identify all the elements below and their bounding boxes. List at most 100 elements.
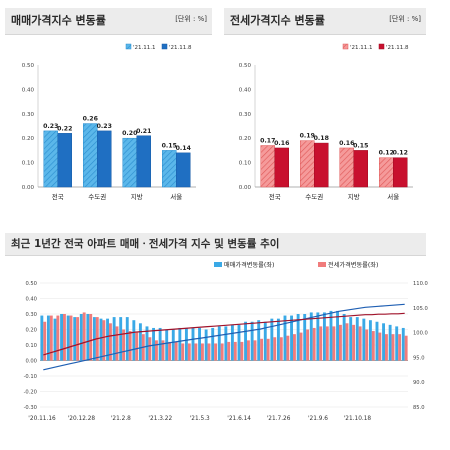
sale-bar: [176, 152, 191, 188]
trend-sale-bar: [73, 317, 77, 361]
trend-rent-bar: [148, 337, 152, 361]
trend-sale-bar: [362, 318, 366, 361]
trend-sale-bar: [355, 317, 359, 361]
trend-rent-bar: [89, 314, 93, 361]
trend-rent-bar: [233, 341, 237, 361]
trend-sale-bar: [303, 314, 307, 361]
trend-sale-bar: [230, 324, 234, 361]
sale-ytick-label: 0.20: [22, 136, 35, 142]
trend-rent-bar: [181, 343, 185, 361]
trend-rent-bar: [187, 343, 191, 361]
trend-rent-bar: [135, 332, 139, 361]
trend-legend-label-sale: 매매가격변동률(좌): [224, 261, 274, 269]
trend-sale-bar: [152, 327, 155, 361]
trend-sale-bar: [316, 312, 320, 361]
trend-rent-bar: [371, 331, 375, 361]
trend-rent-bar: [63, 314, 66, 361]
rent-panel-unit: [단위 : %]: [389, 15, 421, 23]
sale-bar: [97, 130, 112, 188]
trend-sale-bar: [342, 314, 346, 361]
trend-sale-bar: [46, 315, 50, 361]
trend-rent-bar: [76, 317, 80, 361]
trend-x-tick-label: '21.5.3: [190, 416, 210, 422]
trend-sale-bar: [290, 315, 293, 361]
trend-left-tick-label: -0.20: [24, 390, 37, 396]
trend-rent-bar: [306, 329, 310, 361]
trend-sale-bar: [276, 318, 280, 361]
trend-rent-bar: [266, 338, 270, 361]
trend-sale-bar: [322, 312, 326, 361]
trend-rent-bar: [115, 326, 119, 361]
sale-category-label: 수도권: [88, 193, 106, 201]
trend-rent-bar: [286, 335, 290, 361]
trend-left-tick-label: 0.30: [25, 312, 37, 318]
trend-rent-bar: [109, 323, 112, 361]
trend-rent-bar: [214, 343, 218, 361]
trend-rent-bar: [56, 315, 60, 361]
trend-rent-bar: [174, 341, 178, 361]
rent-category-label: 수도권: [305, 193, 323, 201]
rent-legend-swatch: [378, 43, 385, 50]
sale-panel-title: 매매가격지수 변동률: [11, 14, 106, 27]
trend-rent-bar: [49, 315, 53, 361]
rent-ytick-label: 0.40: [239, 87, 252, 93]
trend-rent-bar: [273, 337, 277, 361]
trend-sale-bar: [250, 321, 254, 361]
trend-sale-bar: [401, 327, 405, 361]
sale-panel-unit: [단위 : %]: [175, 15, 207, 23]
rent-bar-value-label: 0.16: [339, 140, 354, 147]
trend-rent-bar: [279, 337, 283, 361]
trend-legend-swatch-sale: [214, 262, 222, 267]
trend-sale-bar: [283, 315, 287, 361]
trend-sale-bar: [60, 314, 63, 361]
sale-category-label: 지방: [131, 192, 143, 201]
rent-ytick-label: 0.50: [239, 63, 252, 69]
rent-ytick-label: 0.00: [239, 185, 252, 191]
rent-category-label: 지방: [348, 192, 360, 201]
rent-bar: [339, 147, 354, 188]
sale-ytick-label: 0.00: [22, 185, 35, 191]
trend-sale-bar: [368, 320, 372, 361]
rent-bar: [274, 147, 289, 188]
trend-rent-bar: [312, 327, 316, 361]
trend-right-tick-label: 95.0: [413, 355, 425, 361]
trend-rent-bar: [69, 315, 73, 361]
trend-rent-bar: [352, 324, 356, 361]
trend-rent-bar: [378, 332, 382, 361]
trend-sale-bar: [178, 327, 182, 361]
trend-sale-bar: [263, 321, 267, 361]
rent-bar-value-label: 0.17: [260, 138, 275, 145]
trend-rent-bar: [398, 334, 402, 361]
rent-legend-label: '21.11.8: [386, 45, 409, 51]
trend-right-tick-label: 105.0: [413, 306, 428, 312]
trend-rent-bar: [365, 329, 369, 361]
trend-rent-bar: [385, 334, 388, 361]
trend-sale-bar: [329, 310, 333, 361]
trend-section-title: 최근 1년간 전국 아파트 매매ㆍ전세가격 지수 및 변동률 추이: [11, 238, 280, 250]
trend-rent-bar: [220, 343, 224, 361]
trend-sale-bar: [191, 327, 195, 361]
trend-rent-bar: [227, 341, 231, 361]
rent-bar-value-label: 0.16: [274, 140, 289, 147]
trend-section-header: 최근 1년간 전국 아파트 매매ㆍ전세가격 지수 및 변동률 추이: [5, 233, 426, 256]
trend-legend-swatch-rent: [318, 262, 326, 267]
trend-left-tick-label: -0.30: [24, 405, 37, 411]
sale-bar: [162, 150, 177, 188]
sale-legend-label: '21.11.8: [169, 45, 192, 51]
trend-rent-bar: [345, 323, 349, 361]
trend-right-tick-label: 90.0: [413, 380, 425, 386]
sale-bar: [122, 137, 137, 188]
trend-left-tick-label: 0.00: [25, 359, 37, 365]
trend-sale-bar: [79, 314, 83, 361]
sale-bar-value-label: 0.14: [176, 145, 192, 152]
sale-ytick-label: 0.40: [22, 87, 35, 93]
sale-bar-value-label: 0.23: [97, 123, 112, 130]
trend-rent-bar: [253, 340, 257, 361]
rent-bar-value-label: 0.12: [379, 150, 394, 157]
trend-sale-bar: [257, 320, 261, 361]
rent-bar-value-label: 0.19: [300, 133, 315, 140]
trend-sale-bar: [145, 326, 149, 361]
trend-sale-bar: [349, 317, 353, 361]
rent-ytick-label: 0.10: [239, 161, 252, 167]
trend-x-tick-label: '20.12.28: [68, 416, 96, 422]
